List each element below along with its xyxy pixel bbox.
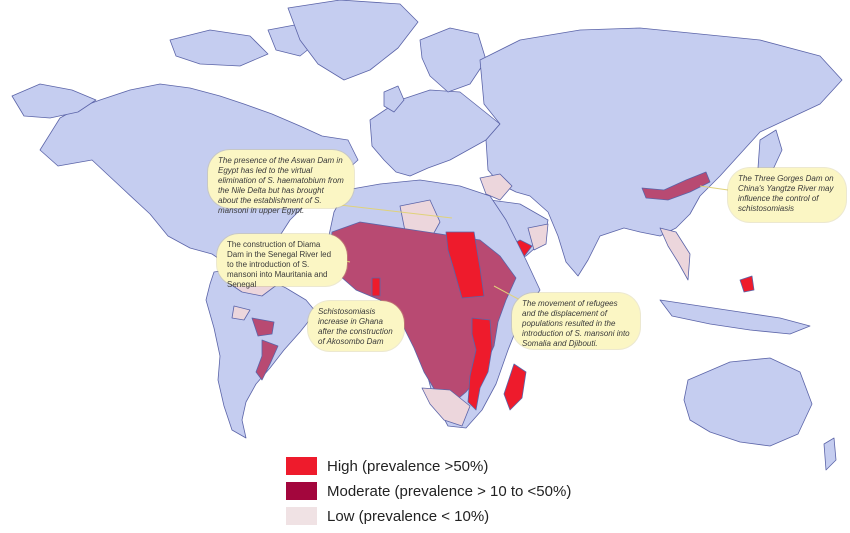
saudi-low <box>527 223 549 251</box>
southeast-asia-low <box>659 227 691 281</box>
brazil-moderate <box>251 317 275 337</box>
southern-africa-low <box>421 387 471 427</box>
europe <box>369 89 501 177</box>
callout-ghana-akosombo: Schistosomiasis increase in Ghana after … <box>308 301 404 351</box>
indonesia <box>659 299 811 335</box>
philippines-high <box>739 275 755 293</box>
legend-label-low: Low (prevalence < 10%) <box>327 507 490 525</box>
uk <box>383 85 405 113</box>
leader-three-gorges <box>699 185 729 191</box>
callout-diama-dam: The construction of Diama Dam in the Sen… <box>217 234 347 289</box>
scandinavia <box>419 27 487 93</box>
new-zealand <box>823 437 837 471</box>
callout-refugees-somalia: The movement of refugees and the displac… <box>512 293 640 349</box>
brazil-coast-moderate <box>255 339 279 381</box>
sudan-high <box>445 231 485 299</box>
legend-item-moderate: Moderate (prevalence > 10 to <50%) <box>286 480 571 502</box>
legend-swatch-moderate <box>286 482 317 500</box>
leader-aswan <box>339 204 453 219</box>
australia <box>683 357 813 447</box>
legend-item-low: Low (prevalence < 10%) <box>286 505 571 527</box>
china-yangtze-moderate <box>641 171 711 201</box>
east-africa-high <box>467 317 493 411</box>
legend-label-moderate: Moderate (prevalence > 10 to <50%) <box>327 482 572 500</box>
callout-three-gorges-dam: The Three Gorges Dam on China's Yangtze … <box>728 168 846 222</box>
middle-east-low <box>479 173 513 201</box>
japan <box>757 129 783 177</box>
madagascar-high <box>503 363 527 411</box>
legend-item-high: High (prevalence >50%) <box>286 455 571 477</box>
brazil-low <box>231 305 251 321</box>
callout-aswan-dam: The presence of the Aswan Dam in Egypt h… <box>208 150 354 215</box>
legend-swatch-high <box>286 457 317 475</box>
legend: High (prevalence >50%) Moderate (prevale… <box>286 455 571 530</box>
legend-label-high: High (prevalence >50%) <box>327 457 489 475</box>
canadian-islands <box>169 29 269 67</box>
alaska <box>11 83 97 119</box>
greenland <box>287 0 419 81</box>
ghana-high <box>371 277 381 297</box>
legend-swatch-low <box>286 507 317 525</box>
leader-refugees <box>493 285 521 301</box>
